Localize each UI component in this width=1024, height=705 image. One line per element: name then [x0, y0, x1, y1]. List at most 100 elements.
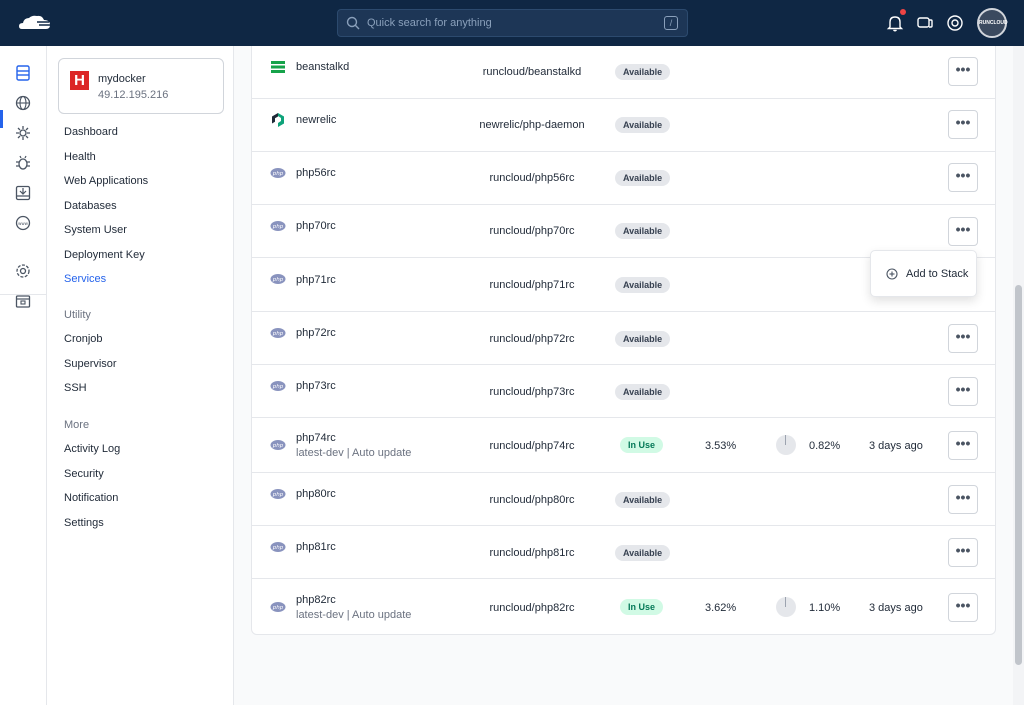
memory-usage: 1.10%	[809, 602, 841, 614]
status-badge: Available	[615, 64, 671, 80]
more-options-button[interactable]: •••	[948, 57, 978, 86]
svg-text:php: php	[272, 331, 284, 337]
user-avatar[interactable]: RUNCLOUD	[977, 8, 1008, 38]
memory-pie-chart	[776, 597, 796, 617]
svg-text:php: php	[272, 277, 284, 283]
php-icon: php	[270, 221, 286, 231]
service-image: runcloud/php71rc	[489, 279, 575, 291]
nav-ssh[interactable]: SSH	[64, 382, 87, 394]
archive-icon[interactable]	[14, 292, 32, 310]
service-image: runcloud/php82rc	[489, 602, 575, 614]
last-updated: 3 days ago	[869, 602, 923, 614]
more-options-button[interactable]: •••	[948, 538, 978, 567]
www-icon[interactable]: www	[14, 214, 32, 232]
nav-services[interactable]: Services	[64, 273, 107, 285]
svg-text:www: www	[18, 221, 29, 226]
server-icon[interactable]	[14, 64, 32, 82]
svg-text:php: php	[272, 171, 284, 177]
more-options-button[interactable]: •••	[948, 377, 978, 406]
more-options-button[interactable]: •••	[948, 163, 978, 192]
bug-icon[interactable]	[14, 154, 32, 172]
table-row: php php74rc latest-dev | Auto update run…	[252, 418, 995, 473]
table-row: php php56rc runcloud/php56rc Available •…	[252, 152, 995, 205]
nav-web-applications[interactable]: Web Applications	[64, 175, 149, 187]
row-actions-menu: Add to Stack	[870, 250, 977, 297]
rail-divider	[0, 294, 47, 295]
more-options-button[interactable]: •••	[948, 431, 978, 460]
nav-dashboard[interactable]: Dashboard	[64, 126, 118, 138]
nav-security[interactable]: Security	[64, 468, 104, 480]
memory-usage: 0.82%	[809, 440, 841, 452]
php-icon: php	[270, 602, 286, 612]
service-image: runcloud/php74rc	[489, 440, 575, 452]
svg-text:php: php	[272, 443, 284, 449]
service-name: newrelic	[296, 114, 337, 126]
chat-icon[interactable]	[915, 13, 935, 33]
service-image: runcloud/php72rc	[489, 333, 575, 345]
table-row: php php73rc runcloud/php73rc Available •…	[252, 365, 995, 418]
nav-health[interactable]: Health	[64, 151, 96, 163]
scrollbar-thumb[interactable]	[1015, 285, 1022, 665]
table-row: php php71rc runcloud/php71rc Available	[252, 258, 995, 312]
service-name: php70rc	[296, 220, 336, 232]
status-badge: Available	[615, 223, 671, 239]
status-badge: Available	[615, 545, 671, 561]
globe-icon[interactable]	[14, 94, 32, 112]
runcloud-logo-icon[interactable]	[18, 13, 52, 33]
settings-icon[interactable]	[14, 262, 32, 280]
search-placeholder: Quick search for anything	[367, 17, 492, 29]
status-badge: In Use	[620, 599, 664, 615]
gear-icon[interactable]	[14, 124, 32, 142]
nav-supervisor[interactable]: Supervisor	[64, 358, 117, 370]
table-row: newrelic newrelic/php-daemon Available •…	[252, 99, 995, 152]
service-name: php56rc	[296, 167, 336, 179]
nav-deployment-key[interactable]: Deployment Key	[64, 249, 145, 261]
services-table: beanstalkd runcloud/beanstalkd Available…	[251, 46, 996, 635]
service-image: runcloud/php73rc	[489, 386, 575, 398]
service-image: runcloud/php80rc	[489, 494, 575, 506]
status-badge: Available	[615, 331, 671, 347]
newrelic-icon	[272, 113, 284, 127]
inbox-icon[interactable]	[14, 184, 32, 202]
server-sidebar: H mydocker 49.12.195.216 Dashboard Healt…	[47, 46, 234, 705]
support-icon[interactable]	[945, 13, 965, 33]
service-tag: latest-dev | Auto update	[296, 447, 412, 459]
svg-text:php: php	[272, 224, 284, 230]
nav-cronjob[interactable]: Cronjob	[64, 333, 103, 345]
service-image: newrelic/php-daemon	[479, 119, 585, 131]
bell-icon[interactable]	[885, 13, 905, 33]
more-options-button[interactable]: •••	[948, 110, 978, 139]
status-badge: Available	[615, 117, 671, 133]
quick-search[interactable]: Quick search for anything /	[337, 9, 688, 37]
php-icon: php	[270, 440, 286, 450]
service-name: php80rc	[296, 488, 336, 500]
last-updated: 3 days ago	[869, 440, 923, 452]
nav-notification[interactable]: Notification	[64, 492, 119, 504]
service-image: runcloud/php56rc	[489, 172, 575, 184]
nav-databases[interactable]: Databases	[64, 200, 117, 212]
service-image: runcloud/php81rc	[489, 547, 575, 559]
search-shortcut-badge: /	[664, 16, 678, 30]
more-options-button[interactable]: •••	[948, 485, 978, 514]
service-tag: latest-dev | Auto update	[296, 609, 412, 621]
nav-settings[interactable]: Settings	[64, 517, 104, 529]
svg-text:php: php	[272, 384, 284, 390]
service-name: beanstalkd	[296, 61, 350, 73]
service-name: php71rc	[296, 274, 336, 286]
more-options-button[interactable]: •••	[948, 593, 978, 622]
nav-activity-log[interactable]: Activity Log	[64, 443, 121, 455]
cpu-usage: 3.53%	[705, 440, 737, 452]
status-badge: Available	[615, 492, 671, 508]
nav-utility-heading: Utility	[64, 309, 91, 321]
table-row: php php80rc runcloud/php80rc Available •…	[252, 473, 995, 526]
server-card[interactable]: H mydocker 49.12.195.216	[58, 58, 224, 114]
add-to-stack-menu-item[interactable]: Add to Stack	[906, 268, 969, 280]
table-row: php php72rc runcloud/php72rc Available •…	[252, 312, 995, 365]
more-options-button[interactable]: •••	[948, 217, 978, 246]
more-options-button[interactable]: •••	[948, 324, 978, 353]
top-bar: Quick search for anything / RUNCLOUD	[0, 0, 1024, 46]
status-badge: In Use	[620, 437, 664, 453]
nav-system-user[interactable]: System User	[64, 224, 127, 236]
php-icon: php	[270, 168, 286, 178]
table-row: php php82rc latest-dev | Auto update run…	[252, 579, 995, 635]
